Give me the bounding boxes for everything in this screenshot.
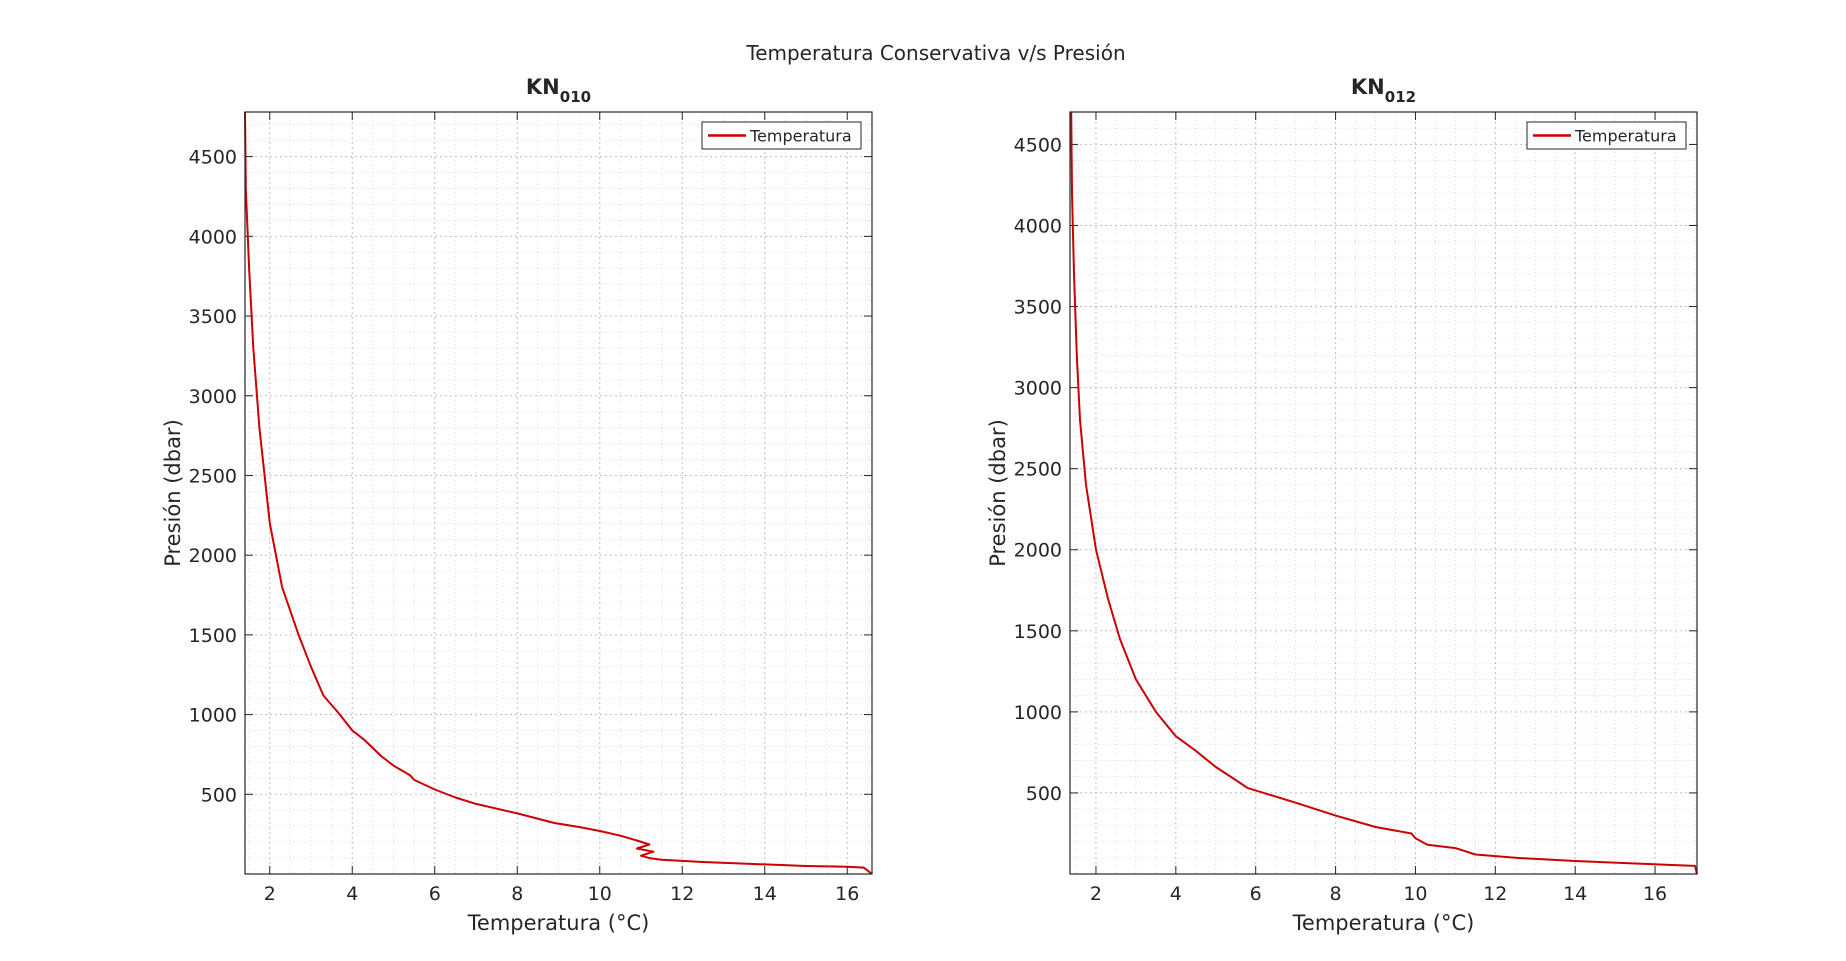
legend-label: Temperatura bbox=[1574, 127, 1677, 146]
y-tick-label: 4000 bbox=[189, 226, 237, 248]
chart-kn012: 2 4 6 8 10 12 14 16 500 1000 1500 2000 2500 3000 3500 4… bbox=[986, 75, 1698, 935]
x-tick-label: 4 bbox=[346, 883, 358, 905]
y-tick-label: 3000 bbox=[1014, 378, 1062, 400]
x-tick-label: 2 bbox=[1090, 883, 1102, 905]
chart-title: KN010 bbox=[526, 75, 591, 106]
x-tick-label: 16 bbox=[1643, 883, 1667, 905]
x-tick-label: 8 bbox=[1330, 883, 1342, 905]
y-tick-label: 3500 bbox=[189, 306, 237, 328]
legend-label: Temperatura bbox=[749, 127, 852, 146]
y-tick-label: 1000 bbox=[1014, 702, 1062, 724]
x-tick-label: 16 bbox=[835, 883, 859, 905]
y-tick-label: 1000 bbox=[189, 705, 237, 727]
major-grid bbox=[1070, 112, 1697, 874]
x-tick-label: 6 bbox=[429, 883, 441, 905]
x-axis-label: Temperatura (°C) bbox=[1292, 911, 1475, 935]
y-tick-label: 4500 bbox=[1014, 134, 1062, 156]
y-tick-label: 4500 bbox=[189, 147, 237, 169]
y-tick-label: 500 bbox=[1026, 783, 1062, 805]
minor-grid bbox=[245, 112, 872, 874]
x-tick-label: 14 bbox=[1563, 883, 1587, 905]
x-tick-label: 10 bbox=[588, 883, 612, 905]
x-tick-label: 2 bbox=[264, 883, 276, 905]
axes-box bbox=[1069, 111, 1698, 875]
legend: Temperatura bbox=[701, 121, 862, 150]
y-tick-label: 4000 bbox=[1014, 215, 1062, 237]
x-tick-label: 8 bbox=[511, 883, 523, 905]
x-tick-label: 12 bbox=[1483, 883, 1507, 905]
chart-title: KN012 bbox=[1351, 75, 1416, 106]
y-tick-label: 1500 bbox=[1014, 621, 1062, 643]
chart-title-subscript: 010 bbox=[560, 88, 591, 106]
chart-title-subscript: 012 bbox=[1385, 88, 1416, 106]
chart-kn010: 2 4 6 8 10 12 14 16 500 1000 1500 2000 2500 3000 3500 4… bbox=[161, 75, 873, 935]
y-tick-label: 500 bbox=[201, 784, 237, 806]
x-tick-label: 14 bbox=[753, 883, 777, 905]
y-tick-label: 2500 bbox=[189, 465, 237, 487]
x-tick-label: 4 bbox=[1170, 883, 1182, 905]
series-line-temperatura bbox=[244, 111, 873, 875]
y-tick-label: 2500 bbox=[1014, 459, 1062, 481]
x-tick-label: 12 bbox=[670, 883, 694, 905]
plot-area bbox=[1070, 112, 1697, 874]
y-axis-label: Presión (dbar) bbox=[986, 419, 1010, 567]
x-tick-label: 10 bbox=[1403, 883, 1427, 905]
y-tick-label: 2000 bbox=[1014, 540, 1062, 562]
y-tick-label: 3000 bbox=[189, 386, 237, 408]
y-tick-label: 3500 bbox=[1014, 297, 1062, 319]
major-grid bbox=[245, 112, 872, 874]
chart-title-main: KN bbox=[526, 75, 560, 99]
legend: Temperatura bbox=[1526, 121, 1687, 150]
x-axis-label: Temperatura (°C) bbox=[467, 911, 650, 935]
x-tick-label: 6 bbox=[1250, 883, 1262, 905]
figure-title: Temperatura Conservativa v/s Presión bbox=[745, 41, 1125, 65]
y-tick-label: 2000 bbox=[189, 545, 237, 567]
axes-box bbox=[244, 111, 873, 875]
y-axis-label: Presión (dbar) bbox=[161, 419, 185, 567]
y-tick-label: 1500 bbox=[189, 625, 237, 647]
chart-title-main: KN bbox=[1351, 75, 1385, 99]
series-line-temperatura bbox=[1070, 111, 1698, 875]
